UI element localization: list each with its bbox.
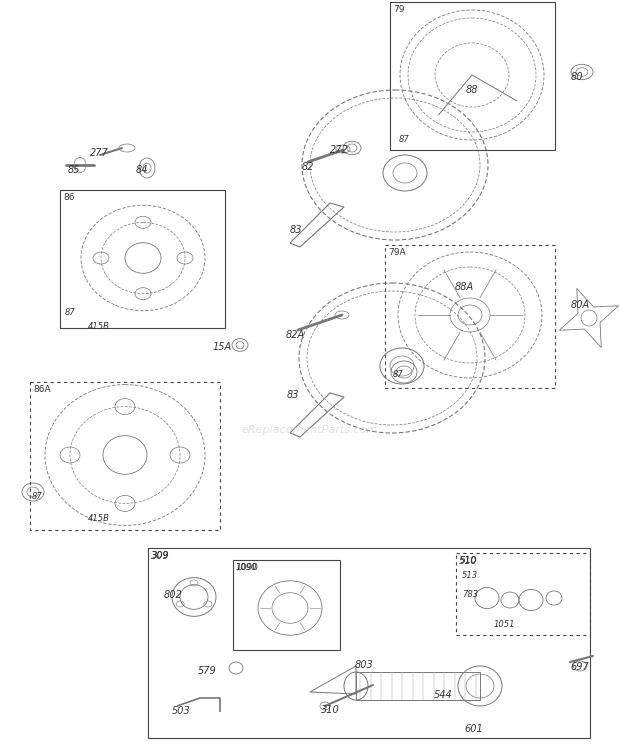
Text: 87: 87	[32, 492, 43, 501]
Text: 87: 87	[399, 135, 410, 144]
Text: 1051: 1051	[494, 620, 515, 629]
Text: 415B: 415B	[88, 514, 110, 523]
Text: 85: 85	[68, 165, 81, 175]
Text: 544: 544	[434, 690, 453, 700]
Text: 79A: 79A	[388, 248, 405, 257]
Text: 503: 503	[172, 706, 191, 716]
Bar	[456, 553, 590, 635]
Text: 803: 803	[355, 660, 374, 670]
Text: 79: 79	[393, 5, 404, 14]
Text: 579: 579	[198, 666, 217, 676]
Bar	[60, 190, 225, 328]
Text: 80: 80	[571, 72, 583, 82]
Bar	[148, 548, 590, 738]
Text: 510: 510	[459, 556, 476, 565]
Text: 83: 83	[287, 390, 299, 400]
Bar	[390, 2, 555, 150]
Text: 84: 84	[136, 165, 149, 175]
Text: 87: 87	[393, 370, 404, 379]
Text: 310: 310	[321, 705, 340, 715]
Text: 415B: 415B	[88, 322, 110, 331]
Text: 88A: 88A	[455, 282, 474, 292]
Text: 82: 82	[302, 162, 314, 172]
Text: 513: 513	[462, 571, 478, 580]
Bar	[233, 560, 340, 650]
Text: 1090: 1090	[236, 563, 259, 572]
Bar	[30, 382, 220, 530]
Text: 309: 309	[151, 551, 168, 560]
Text: 697: 697	[570, 662, 589, 672]
Text: 277: 277	[90, 148, 108, 158]
Text: 86A: 86A	[33, 385, 51, 394]
Text: 86: 86	[63, 193, 74, 202]
Bar	[385, 245, 555, 388]
Text: 510: 510	[459, 556, 478, 566]
Bar	[356, 672, 480, 700]
Text: 272: 272	[330, 145, 348, 155]
Text: 1090: 1090	[236, 563, 257, 572]
Text: 80A: 80A	[571, 300, 590, 310]
Text: 87: 87	[65, 308, 76, 317]
Text: 88: 88	[466, 85, 479, 95]
Text: 783: 783	[462, 590, 478, 599]
Text: 601: 601	[464, 724, 483, 734]
Text: 15A: 15A	[213, 342, 232, 352]
Text: eReplacementParts.com: eReplacementParts.com	[242, 425, 378, 435]
Text: 82A: 82A	[286, 330, 305, 340]
Text: 309: 309	[151, 551, 170, 561]
Text: 83: 83	[290, 225, 303, 235]
Text: 802: 802	[164, 590, 183, 600]
